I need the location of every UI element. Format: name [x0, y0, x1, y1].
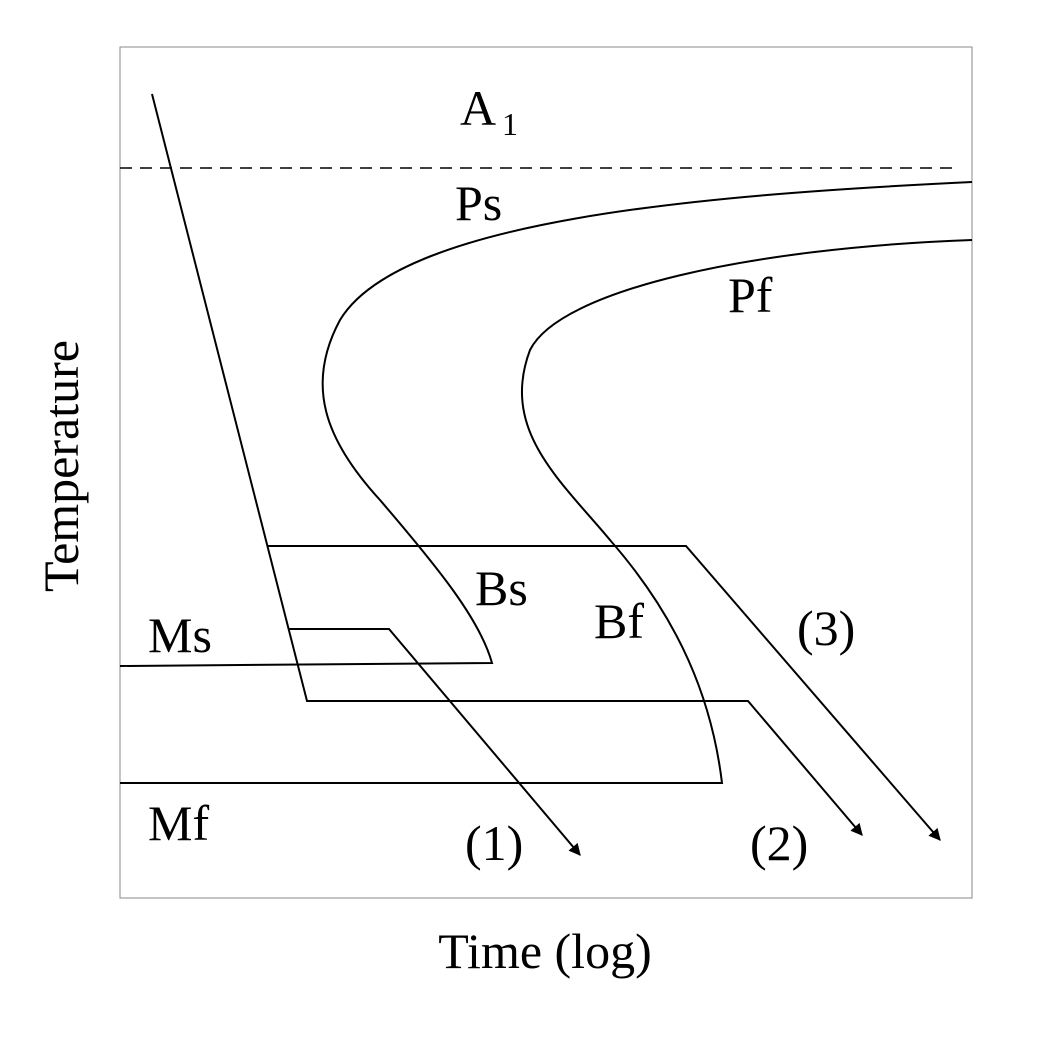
cooling-path-3 [268, 545, 941, 841]
path-label: (1) [465, 815, 523, 871]
frame [119, 46, 973, 899]
cooling-path-1 [288, 628, 581, 856]
ms-label: Ms [148, 607, 212, 663]
start-curve [119, 181, 973, 667]
bs-label: Bs [475, 560, 528, 616]
path-label: (3) [797, 600, 855, 656]
finish-curve [120, 239, 973, 784]
a1-subscript: 1 [502, 106, 518, 142]
mf-label: Mf [148, 795, 209, 851]
ps-label: Ps [455, 175, 502, 231]
cooling-path-2 [151, 93, 863, 836]
pf-label: Pf [728, 267, 773, 323]
y-axis-label: Temperature [33, 340, 89, 592]
path-label: (2) [750, 815, 808, 871]
x-axis-label: Time (log) [438, 923, 651, 979]
bf-label: Bf [594, 593, 644, 649]
a1-label: A [460, 80, 496, 136]
